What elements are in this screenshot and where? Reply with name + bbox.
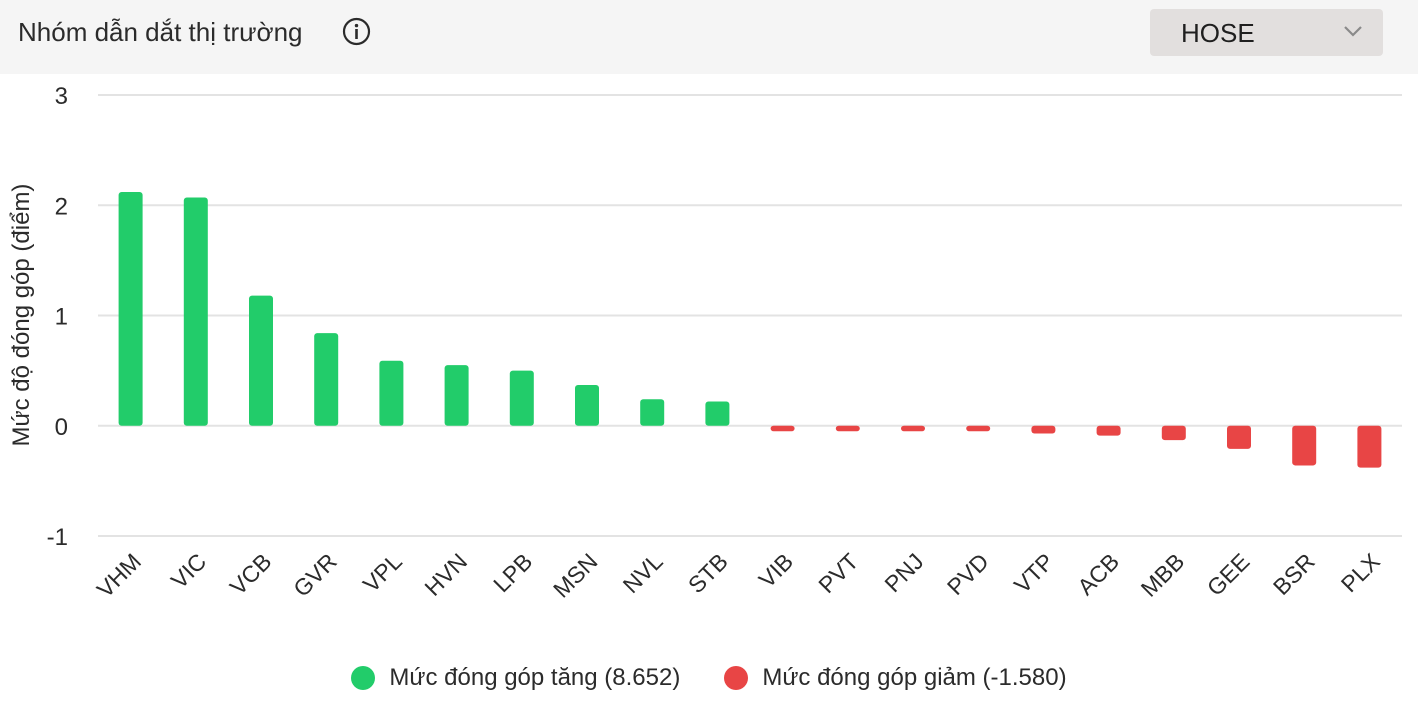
chart-legend: Mức đóng góp tăng (8.652) Mức đóng góp g… (0, 660, 1418, 696)
bars (118, 192, 1382, 468)
x-tick-label: VIC (166, 548, 211, 593)
exchange-select-value: HOSE (1181, 18, 1255, 48)
y-axis-label: Mức độ đóng góp (điểm) (8, 184, 35, 447)
exchange-select[interactable]: HOSE (1150, 9, 1383, 56)
y-tick-label: 3 (55, 83, 68, 110)
bar-bsr[interactable] (1292, 425, 1317, 466)
legend-positive-dot (351, 666, 376, 690)
bar-vhm[interactable] (118, 192, 143, 426)
x-tick-label: PVT (813, 548, 863, 598)
bar-gvr[interactable] (314, 333, 339, 426)
chart-header: Nhóm dẫn dắt thị trường HOSE (0, 0, 1418, 74)
legend-negative-dot (724, 666, 749, 690)
x-tick-label: VTP (1009, 548, 1059, 598)
bar-vcb[interactable] (249, 295, 273, 426)
bar-vpl[interactable] (379, 360, 404, 426)
x-tick-label: GVR (288, 548, 342, 602)
y-tick-label: -1 (47, 524, 68, 551)
y-tick-label: 1 (55, 304, 68, 331)
x-tick-label: HVN (419, 548, 472, 601)
page-title: Nhóm dẫn dắt thị trường (18, 17, 303, 47)
bar-chart: 3 2 1 0 -1 VHM VIC VCB GVR VPL HVN LPB MSN NVL STB VIB… (8, 83, 1402, 603)
x-tick-label: MBB (1136, 548, 1190, 602)
x-tick-label: PNJ (879, 548, 928, 597)
legend-positive-label: Mức đóng góp tăng (8.652) (389, 664, 681, 691)
bar-pnj[interactable] (901, 425, 925, 432)
x-tick-label: PLX (1336, 548, 1385, 597)
bar-vib[interactable] (770, 425, 795, 432)
y-axis-ticks: 3 2 1 0 -1 (47, 83, 68, 551)
bar-pvt[interactable] (835, 425, 860, 432)
bar-pvd[interactable] (966, 425, 991, 432)
x-tick-label: VHM (92, 548, 147, 603)
x-tick-label: VCB (225, 548, 277, 600)
x-tick-label: VIB (754, 548, 799, 593)
info-icon[interactable] (342, 17, 371, 46)
legend-item-negative[interactable]: Mức đóng góp giảm (-1.580) (724, 664, 1067, 692)
grid-lines (98, 94, 1402, 537)
x-tick-label: LPB (488, 548, 537, 597)
x-tick-label: PVD (942, 548, 994, 600)
bar-vtp[interactable] (1031, 425, 1056, 434)
bar-hvn[interactable] (444, 365, 469, 426)
x-tick-label: NVL (618, 548, 668, 598)
bar-lpb[interactable] (509, 370, 534, 426)
legend-negative-label: Mức đóng góp giảm (-1.580) (762, 664, 1067, 691)
x-tick-label: BSR (1268, 548, 1320, 600)
bar-nvl[interactable] (640, 399, 665, 426)
y-tick-label: 0 (55, 414, 68, 441)
y-tick-label: 2 (55, 193, 68, 220)
bar-plx[interactable] (1357, 425, 1382, 468)
x-tick-label: ACB (1072, 548, 1124, 600)
x-tick-label: VPL (358, 548, 407, 597)
bar-stb[interactable] (705, 401, 730, 426)
bar-vic[interactable] (183, 197, 208, 426)
chevron-down-icon (1344, 26, 1362, 37)
legend-item-positive[interactable]: Mức đóng góp tăng (8.652) (351, 664, 680, 692)
x-axis-ticks: VHM VIC VCB GVR VPL HVN LPB MSN NVL STB VIB PVT PNJ P… (92, 548, 1385, 603)
bar-msn[interactable] (575, 384, 599, 426)
x-tick-label: GEE (1202, 548, 1255, 601)
x-tick-label: STB (683, 548, 733, 598)
x-tick-label: MSN (548, 548, 603, 603)
bar-mbb[interactable] (1161, 425, 1186, 441)
bar-gee[interactable] (1227, 425, 1251, 449)
bar-acb[interactable] (1096, 425, 1121, 436)
